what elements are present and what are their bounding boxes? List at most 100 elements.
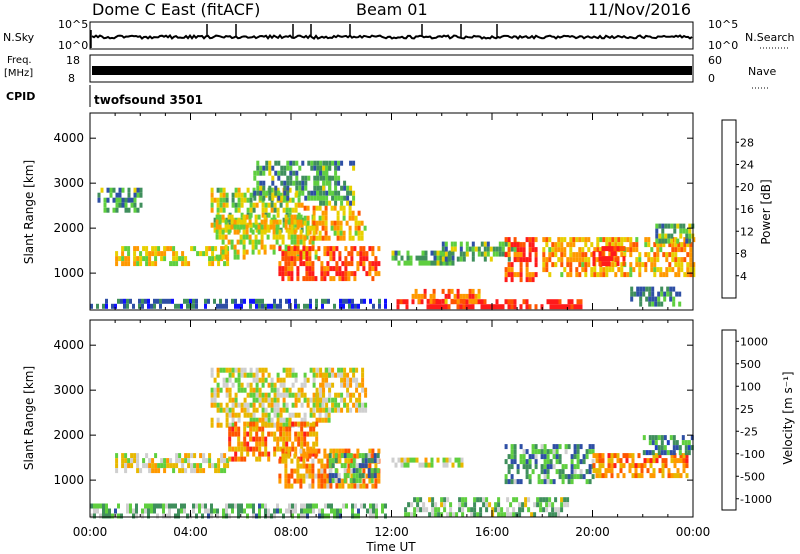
heatmap-cell: [239, 234, 243, 240]
heatmap-cell: [295, 170, 299, 176]
heatmap-cell: [319, 170, 323, 176]
heatmap-cell: [268, 170, 272, 176]
heatmap-cell: [303, 382, 307, 388]
heatmap-cell: [610, 473, 614, 479]
heatmap-cell: [644, 252, 648, 258]
heatmap-cell: [339, 230, 343, 236]
heatmap-cell: [360, 220, 364, 226]
heatmap-cell: [558, 454, 562, 460]
heatmap-cell: [515, 497, 519, 503]
heatmap-cell: [276, 402, 280, 408]
heatmap-cell: [314, 249, 318, 255]
heatmap-cell: [243, 298, 246, 304]
heatmap-cell: [208, 458, 212, 464]
heatmap-cell: [330, 205, 334, 211]
heatmap-cell: [322, 195, 326, 201]
heatmap-cell: [581, 252, 585, 258]
heatmap-cell: [316, 165, 320, 171]
heatmap-cell: [313, 195, 317, 201]
heatmap-cell: [542, 237, 546, 243]
heatmap-cell: [497, 507, 501, 513]
heatmap-cell: [542, 252, 546, 258]
heatmap-cell: [252, 503, 255, 509]
heatmap-cell: [686, 262, 690, 268]
heatmap-cell: [343, 402, 347, 408]
heatmap-cell: [246, 446, 250, 452]
heatmap-cell: [349, 190, 353, 196]
heatmap-cell: [448, 260, 452, 266]
heatmap-cell: [284, 214, 288, 220]
heatmap-cell: [358, 392, 362, 398]
heatmap-cell: [287, 453, 291, 459]
heatmap-cell: [444, 298, 448, 304]
heatmap-cell: [569, 242, 573, 248]
heatmap-cell: [548, 247, 552, 253]
heatmap-cell: [645, 450, 649, 456]
heatmap-cell: [133, 256, 137, 262]
heatmap-cell: [320, 261, 324, 267]
heatmap-cell: [124, 246, 128, 252]
heatmap-cell: [312, 377, 316, 383]
heatmap-cell: [365, 271, 369, 277]
heatmap-cell: [305, 246, 309, 252]
heatmap-cell: [312, 215, 316, 221]
heatmap-cell: [172, 251, 176, 257]
heatmap-cell: [680, 242, 684, 248]
heatmap-cell: [570, 299, 574, 305]
heatmap-cell: [328, 200, 332, 206]
heatmap-cell: [333, 220, 337, 226]
heatmap-cell: [329, 483, 333, 489]
heatmap-cell: [279, 412, 283, 418]
heatmap-cell: [184, 468, 188, 474]
heatmap-cell: [313, 175, 317, 181]
heatmap-cell: [151, 246, 155, 252]
heatmap-cell: [321, 513, 324, 519]
heatmap-cell: [300, 426, 304, 432]
heatmap-cell: [531, 237, 535, 243]
heatmap-cell: [337, 478, 341, 484]
heatmap-cell: [189, 298, 192, 304]
heatmap-cell: [510, 272, 514, 278]
heatmap-cell: [557, 242, 561, 248]
heatmap-cell: [258, 451, 262, 457]
heatmap-cell: [482, 497, 486, 503]
heatmap-cell: [264, 392, 268, 398]
heatmap-cell: [358, 473, 362, 479]
heatmap-cell: [348, 235, 352, 241]
heatmap-cell: [288, 431, 292, 437]
heatmap-cell: [279, 202, 283, 208]
heatmap-cell: [339, 235, 343, 241]
heatmap-cell: [548, 237, 552, 243]
heatmap-cell: [278, 478, 282, 484]
heatmap-cell: [400, 255, 404, 261]
heatmap-cell: [548, 497, 552, 503]
heatmap-cell: [519, 242, 523, 248]
heatmap-cell: [127, 197, 131, 203]
heatmap-cell: [100, 187, 104, 193]
heatmap-cell: [361, 453, 365, 459]
heatmap-cell: [231, 407, 235, 413]
heatmap-cell: [96, 508, 99, 514]
heatmap-cell: [570, 469, 574, 475]
heatmap-cell: [222, 192, 226, 198]
heatmap-cell: [199, 453, 203, 459]
heatmap-cell: [630, 286, 634, 292]
heatmap-cell: [121, 256, 125, 262]
heatmap-cell: [471, 256, 475, 262]
heatmap-cell: [360, 503, 363, 509]
heatmap-cell: [287, 229, 291, 235]
heatmap-cell: [261, 207, 265, 213]
heatmap-cell: [426, 298, 430, 304]
heatmap-cell: [521, 507, 525, 513]
heatmap-cell: [337, 195, 341, 201]
heatmap-cell: [510, 246, 514, 252]
heatmap-cell: [305, 234, 309, 240]
heatmap-cell: [406, 260, 410, 266]
nsky-trace: [90, 24, 693, 48]
heatmap-cell: [314, 448, 318, 454]
heatmap-cell: [403, 260, 407, 266]
heatmap-cell: [299, 251, 303, 257]
heatmap-cell: [291, 441, 295, 447]
heatmap-cell: [560, 502, 564, 508]
x-tick-label: 20:00: [575, 525, 610, 539]
